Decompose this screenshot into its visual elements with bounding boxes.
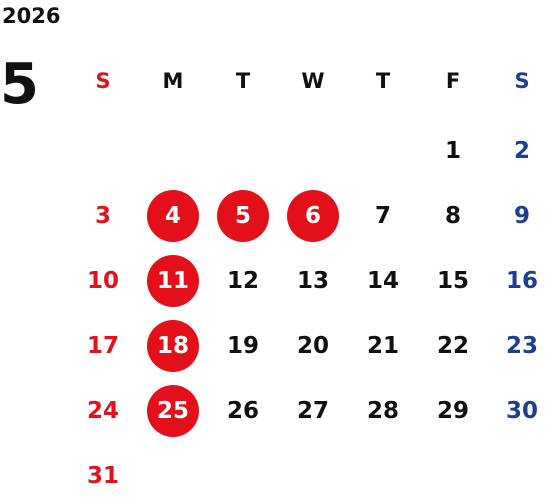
holiday-day-cell[interactable]: 11: [147, 255, 199, 307]
day-cell[interactable]: 7: [374, 203, 391, 229]
day-cell[interactable]: 29: [436, 398, 469, 424]
holiday-day-cell[interactable]: 18: [147, 320, 199, 372]
month-number: 5: [0, 52, 39, 117]
day-cell[interactable]: 21: [366, 333, 399, 359]
day-cell[interactable]: 1: [444, 138, 461, 164]
holiday-day-cell[interactable]: 5: [217, 190, 269, 242]
day-cell[interactable]: 13: [296, 268, 329, 294]
day-cell[interactable]: 10: [86, 268, 119, 294]
day-cell[interactable]: 15: [436, 268, 469, 294]
weekday-header-wed: W: [301, 69, 325, 93]
year-label: 2026: [2, 4, 61, 28]
holiday-day-cell[interactable]: 4: [147, 190, 199, 242]
day-cell[interactable]: 8: [444, 203, 461, 229]
day-cell[interactable]: 22: [436, 333, 469, 359]
day-cell[interactable]: 31: [86, 463, 119, 489]
holiday-day-cell[interactable]: 6: [287, 190, 339, 242]
day-cell[interactable]: 30: [505, 398, 538, 424]
day-cell[interactable]: 19: [226, 333, 259, 359]
day-cell[interactable]: 2: [513, 138, 530, 164]
day-cell[interactable]: 27: [296, 398, 329, 424]
weekday-header-tue: T: [235, 69, 251, 93]
day-cell[interactable]: 3: [94, 203, 111, 229]
weekday-header-sun: S: [95, 69, 111, 93]
day-cell[interactable]: 24: [86, 398, 119, 424]
day-cell[interactable]: 9: [513, 203, 530, 229]
weekday-header-thu: T: [375, 69, 391, 93]
day-cell[interactable]: 17: [86, 333, 119, 359]
day-cell[interactable]: 28: [366, 398, 399, 424]
day-cell[interactable]: 23: [505, 333, 538, 359]
holiday-day-cell[interactable]: 25: [147, 385, 199, 437]
weekday-header-fri: F: [445, 69, 461, 93]
day-cell[interactable]: 20: [296, 333, 329, 359]
weekday-header-mon: M: [162, 69, 184, 93]
weekday-header-sat: S: [514, 69, 530, 93]
day-cell[interactable]: 16: [505, 268, 538, 294]
day-cell[interactable]: 14: [366, 268, 399, 294]
day-cell[interactable]: 12: [226, 268, 259, 294]
day-cell[interactable]: 26: [226, 398, 259, 424]
